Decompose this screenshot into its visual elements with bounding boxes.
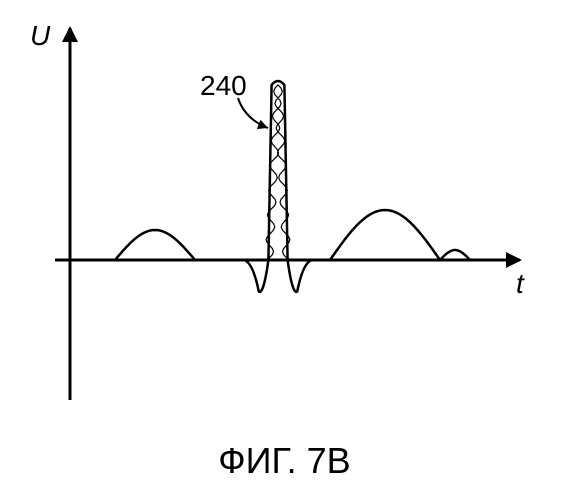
figure-caption: ФИГ. 7B — [0, 440, 569, 482]
y-axis-label: U — [30, 20, 50, 52]
signal-plot — [0, 0, 569, 500]
figure-7b: U t 240 ФИГ. 7B — [0, 0, 569, 500]
callout-240: 240 — [200, 70, 247, 102]
x-axis-label: t — [516, 268, 524, 300]
